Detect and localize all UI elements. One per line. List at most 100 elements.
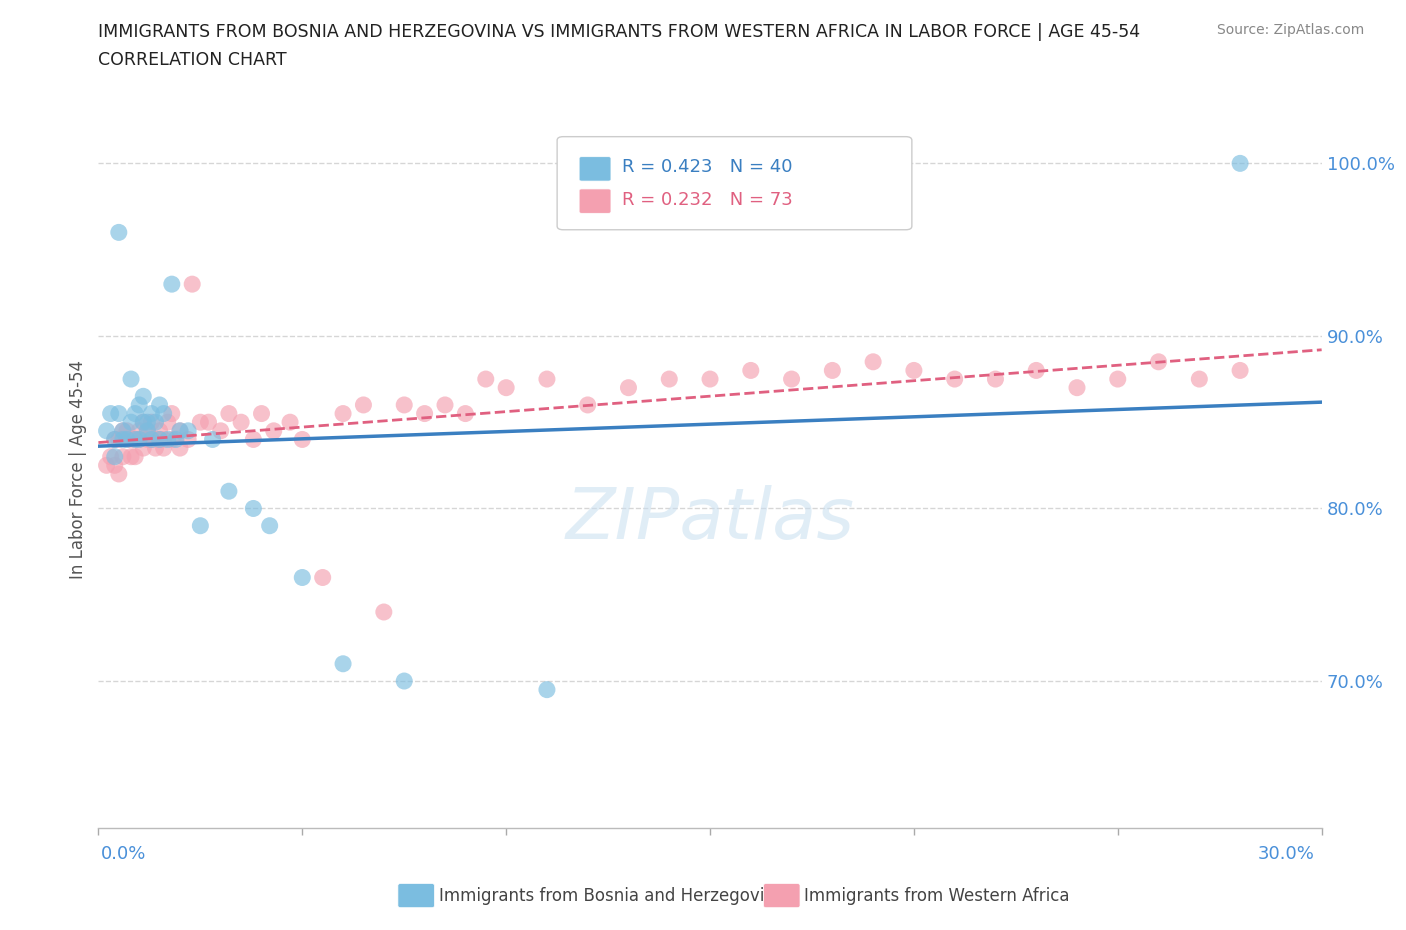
Point <box>120 372 142 387</box>
Point <box>332 406 354 421</box>
Text: 0.0%: 0.0% <box>101 844 146 863</box>
Point <box>120 432 142 447</box>
Point <box>177 432 200 447</box>
Point <box>474 372 498 387</box>
Point <box>392 673 416 688</box>
Point <box>136 415 159 430</box>
Point <box>181 277 204 292</box>
Text: ZIPatlas: ZIPatlas <box>565 485 855 554</box>
Text: 30.0%: 30.0% <box>1258 844 1315 863</box>
Point <box>104 458 127 472</box>
FancyBboxPatch shape <box>557 137 912 230</box>
Point <box>495 380 517 395</box>
Point <box>120 449 142 464</box>
Point <box>141 432 163 447</box>
Point <box>1107 372 1129 387</box>
Text: Immigrants from Bosnia and Herzegovina: Immigrants from Bosnia and Herzegovina <box>439 886 785 905</box>
Point <box>128 423 150 438</box>
Point <box>1025 363 1047 378</box>
Point <box>145 432 167 447</box>
Point <box>149 397 172 412</box>
Point <box>111 423 134 438</box>
Point <box>111 432 134 447</box>
Point <box>169 423 191 438</box>
Point <box>128 397 150 412</box>
Point <box>263 423 285 438</box>
Point <box>136 432 159 447</box>
Point <box>312 570 335 585</box>
Point <box>136 423 159 438</box>
Point <box>100 406 122 421</box>
Point <box>124 432 146 447</box>
Point <box>132 415 155 430</box>
Point <box>104 432 127 447</box>
Point <box>152 432 174 447</box>
Point <box>124 432 146 447</box>
Point <box>259 518 281 533</box>
Point <box>160 277 183 292</box>
Point <box>454 406 477 421</box>
Point <box>149 432 172 447</box>
Point <box>699 372 721 387</box>
Point <box>132 415 155 430</box>
Point <box>413 406 436 421</box>
Point <box>145 415 167 430</box>
Point <box>576 397 599 412</box>
Point <box>111 449 134 464</box>
Point <box>984 372 1007 387</box>
Point <box>434 397 457 412</box>
Point <box>115 432 138 447</box>
Point <box>108 432 131 447</box>
Point <box>278 415 301 430</box>
Point <box>124 406 146 421</box>
Point <box>141 432 163 447</box>
Point <box>156 415 179 430</box>
Point <box>218 484 240 498</box>
FancyBboxPatch shape <box>579 189 612 213</box>
Point <box>115 432 138 447</box>
Point <box>1188 372 1211 387</box>
Point <box>862 354 884 369</box>
Point <box>100 449 122 464</box>
Point <box>160 432 183 447</box>
Point <box>108 225 131 240</box>
Point <box>169 423 191 438</box>
Point <box>96 458 118 472</box>
Point <box>152 441 174 456</box>
Point <box>352 397 374 412</box>
Point <box>132 389 155 404</box>
Point <box>780 372 803 387</box>
Point <box>104 449 127 464</box>
Point <box>1147 354 1170 369</box>
Point <box>177 423 200 438</box>
Point <box>242 432 264 447</box>
Point <box>332 657 354 671</box>
Point <box>392 397 416 412</box>
FancyBboxPatch shape <box>579 157 612 181</box>
Point <box>291 570 314 585</box>
Point <box>120 415 142 430</box>
Point <box>617 380 640 395</box>
Point <box>242 501 264 516</box>
Point <box>160 406 183 421</box>
Point <box>149 432 172 447</box>
Text: Source: ZipAtlas.com: Source: ZipAtlas.com <box>1216 23 1364 37</box>
Point <box>1229 363 1251 378</box>
Text: CORRELATION CHART: CORRELATION CHART <box>98 51 287 69</box>
Point <box>145 441 167 456</box>
Point <box>136 423 159 438</box>
Point <box>149 423 172 438</box>
Text: IMMIGRANTS FROM BOSNIA AND HERZEGOVINA VS IMMIGRANTS FROM WESTERN AFRICA IN LABO: IMMIGRANTS FROM BOSNIA AND HERZEGOVINA V… <box>98 23 1140 41</box>
Point <box>152 406 174 421</box>
Point <box>1066 380 1088 395</box>
Point <box>115 423 138 438</box>
Point <box>96 423 118 438</box>
Point <box>658 372 681 387</box>
Point <box>291 432 314 447</box>
Point <box>108 467 131 482</box>
Point <box>128 432 150 447</box>
Point <box>740 363 762 378</box>
Point <box>197 415 219 430</box>
Point <box>141 406 163 421</box>
Text: R = 0.232   N = 73: R = 0.232 N = 73 <box>621 191 793 208</box>
